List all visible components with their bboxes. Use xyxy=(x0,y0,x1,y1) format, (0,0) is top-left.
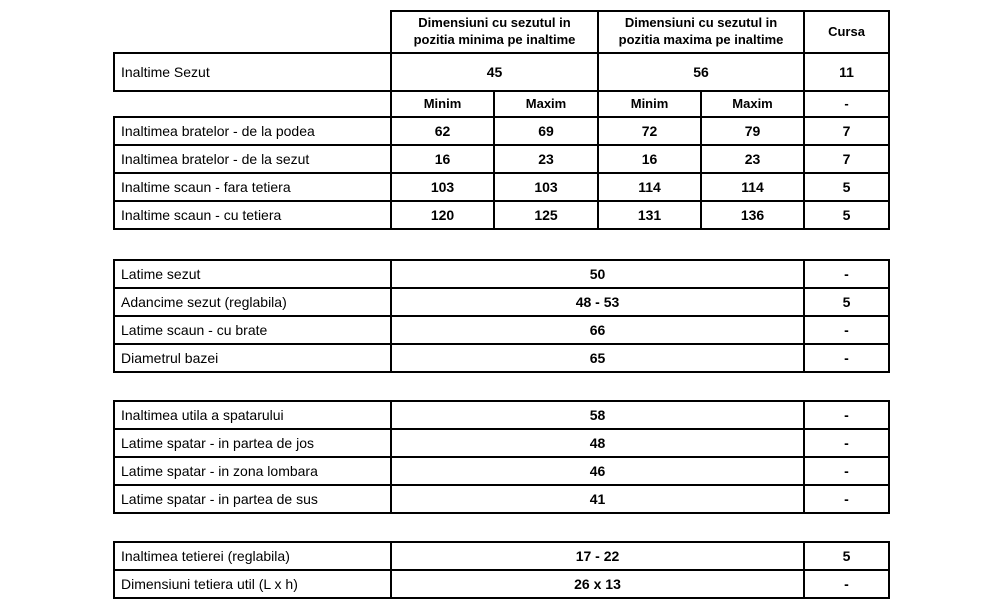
row-label: Latime spatar - in partea de jos xyxy=(113,428,392,458)
cursa-cell: 5 xyxy=(803,200,891,230)
value-cell: 41 xyxy=(390,484,805,514)
row-label: Latime spatar - in zona lombara xyxy=(113,456,392,486)
value-cell: 65 xyxy=(390,343,805,373)
subheader-maxim-1: Maxim xyxy=(492,90,600,118)
value-cell: 23 xyxy=(492,144,600,174)
value-cell: 23 xyxy=(700,144,806,174)
row-label: Inaltimea tetierei (reglabila) xyxy=(113,541,392,571)
value-cell: 114 xyxy=(700,172,806,202)
row-label: Inaltimea utila a spatarului xyxy=(113,400,392,430)
row-label: Inaltime scaun - cu tetiera xyxy=(113,200,392,230)
row-label: Inaltimea bratelor - de la sezut xyxy=(113,144,392,174)
table-row: Diametrul bazei 65 - xyxy=(113,343,890,373)
seat-height-max-value: 56 xyxy=(597,52,806,92)
row-label: Dimensiuni tetiera util (L x h) xyxy=(113,569,392,599)
subheader-minim-1: Minim xyxy=(390,90,495,118)
row-label: Diametrul bazei xyxy=(113,343,392,373)
header-cursa: Cursa xyxy=(803,10,891,54)
cursa-cell: - xyxy=(803,259,890,289)
table-row: Inaltime scaun - fara tetiera 103 103 11… xyxy=(113,172,891,202)
subheader-minim-2: Minim xyxy=(597,90,703,118)
dimensions-table-seat: Latime sezut 50 - Adancime sezut (reglab… xyxy=(113,259,890,373)
cursa-cell: 7 xyxy=(803,116,891,146)
value-cell: 72 xyxy=(597,116,703,146)
blank-corner-cell xyxy=(114,11,391,53)
value-cell: 26 x 13 xyxy=(390,569,805,599)
cursa-cell: - xyxy=(803,315,890,345)
value-cell: 120 xyxy=(390,200,495,230)
table-row: Adancime sezut (reglabila) 48 - 53 5 xyxy=(113,287,890,317)
seat-height-min-value: 45 xyxy=(389,52,600,92)
blank-cell xyxy=(114,91,391,117)
row-label: Latime sezut xyxy=(113,259,392,289)
table-row: Inaltimea bratelor - de la sezut 16 23 1… xyxy=(113,144,891,174)
table-row: Latime sezut 50 - xyxy=(113,259,890,289)
table-row: Inaltimea utila a spatarului 58 - xyxy=(113,400,890,430)
dimensions-table-headrest: Inaltimea tetierei (reglabila) 17 - 22 5… xyxy=(113,541,890,599)
cursa-cell: 5 xyxy=(803,541,890,571)
cursa-cell: - xyxy=(803,400,890,430)
table-row: Latime spatar - in partea de jos 48 - xyxy=(113,428,890,458)
cursa-cell: - xyxy=(803,569,890,599)
value-cell: 50 xyxy=(390,259,805,289)
subheader-row: Minim Maxim Minim Maxim - xyxy=(114,90,891,118)
cursa-cell: 5 xyxy=(803,287,890,317)
cursa-cell: 7 xyxy=(803,144,891,174)
header-min-position: Dimensiuni cu sezutul in pozitia minima … xyxy=(389,10,600,54)
row-label: Adancime sezut (reglabila) xyxy=(113,287,392,317)
cursa-cell: - xyxy=(803,343,890,373)
value-cell: 46 xyxy=(390,456,805,486)
row-label: Inaltime scaun - fara tetiera xyxy=(113,172,392,202)
table-row: Inaltimea tetierei (reglabila) 17 - 22 5 xyxy=(113,541,890,571)
header-row: Dimensiuni cu sezutul in pozitia minima … xyxy=(114,10,891,54)
value-cell: 16 xyxy=(597,144,703,174)
row-label: Inaltimea bratelor - de la podea xyxy=(113,116,392,146)
value-cell: 103 xyxy=(390,172,495,202)
row-label: Latime spatar - in partea de sus xyxy=(113,484,392,514)
table-row: Dimensiuni tetiera util (L x h) 26 x 13 … xyxy=(113,569,890,599)
cursa-cell: 5 xyxy=(803,172,891,202)
value-cell: 58 xyxy=(390,400,805,430)
value-cell: 125 xyxy=(492,200,600,230)
value-cell: 48 - 53 xyxy=(390,287,805,317)
seat-height-row: Inaltime Sezut 45 56 11 xyxy=(113,52,891,92)
value-cell: 69 xyxy=(492,116,600,146)
table-row: Latime spatar - in partea de sus 41 - xyxy=(113,484,890,514)
cursa-cell: - xyxy=(803,484,890,514)
value-cell: 16 xyxy=(390,144,495,174)
cursa-cell: - xyxy=(803,456,890,486)
seat-height-cursa-value: 11 xyxy=(803,52,891,92)
value-cell: 62 xyxy=(390,116,495,146)
value-cell: 48 xyxy=(390,428,805,458)
value-cell: 114 xyxy=(597,172,703,202)
dimensions-table-backrest: Inaltimea utila a spatarului 58 - Latime… xyxy=(113,400,890,514)
subheader-cursa-dash: - xyxy=(803,90,891,118)
table-row: Inaltimea bratelor - de la podea 62 69 7… xyxy=(113,116,891,146)
table-row: Latime spatar - in zona lombara 46 - xyxy=(113,456,890,486)
value-cell: 131 xyxy=(597,200,703,230)
header-max-position: Dimensiuni cu sezutul in pozitia maxima … xyxy=(597,10,806,54)
row-label: Latime scaun - cu brate xyxy=(113,315,392,345)
value-cell: 103 xyxy=(492,172,600,202)
value-cell: 79 xyxy=(700,116,806,146)
value-cell: 136 xyxy=(700,200,806,230)
value-cell: 66 xyxy=(390,315,805,345)
table-row: Latime scaun - cu brate 66 - xyxy=(113,315,890,345)
value-cell: 17 - 22 xyxy=(390,541,805,571)
cursa-cell: - xyxy=(803,428,890,458)
table-row: Inaltime scaun - cu tetiera 120 125 131 … xyxy=(113,200,891,230)
dimensions-table-heights: Dimensiuni cu sezutul in pozitia minima … xyxy=(113,10,891,230)
row-label: Inaltime Sezut xyxy=(113,52,392,92)
subheader-maxim-2: Maxim xyxy=(700,90,806,118)
